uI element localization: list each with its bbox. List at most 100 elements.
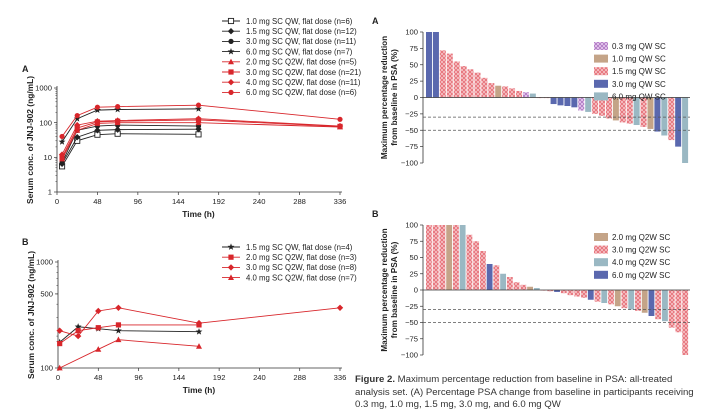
data-point [94, 106, 101, 114]
waterfall-bar [557, 97, 564, 106]
data-point [75, 328, 81, 334]
y-axis-label: Serum conc. of JNJ-902 (ng/mL) [26, 251, 36, 379]
waterfall-bar [432, 32, 439, 98]
data-point [73, 115, 81, 122]
legend-label: 3.0 mg SC Q2W, flat dose (n=21) [246, 68, 361, 77]
legend-marker [228, 254, 234, 260]
series-4 [56, 336, 202, 371]
legend-label: 3.0 mg QW SC [612, 80, 666, 89]
legend-label: 2.0 mg Q2W SC [612, 233, 670, 242]
legend-marker [227, 48, 235, 55]
legend-label: 1.5 mg SC QW, flat dose (n=4) [246, 243, 353, 252]
legend-label: 2.0 mg SC Q2W, flat dose (n=5) [246, 58, 357, 67]
series-7 [58, 115, 344, 158]
waterfall-bar [668, 290, 675, 328]
data-point [74, 134, 81, 141]
series-line [61, 133, 199, 167]
waterfall-bar [432, 225, 439, 290]
y-tick-label: 100 [405, 28, 418, 37]
waterfall-bar [614, 290, 621, 307]
y-axis-label-line: from baseline in PSA (%) [390, 49, 399, 146]
x-tick-label: 288 [293, 373, 306, 382]
waterfall-bar [564, 97, 571, 107]
legend-label: 1.0 mg SC QW, flat dose (n=6) [246, 17, 353, 26]
waterfall-bar [587, 290, 594, 300]
waterfall-bar [533, 288, 540, 290]
y-tick-label: 0 [414, 286, 418, 295]
legend-marker [227, 79, 235, 86]
waterfall-bar [426, 32, 433, 98]
y-axis-label: Maximum percentage reduction from baselin… [380, 36, 399, 159]
waterfall-bar [633, 97, 640, 126]
waterfall-bar [554, 290, 560, 292]
y-tick-label: 1000 [36, 258, 53, 267]
data-point [59, 160, 65, 166]
x-tick-label: 144 [172, 197, 185, 206]
waterfall-bar [520, 284, 527, 290]
waterfall-bar [661, 97, 668, 136]
y-tick-label: 100 [40, 364, 53, 373]
data-point [57, 340, 63, 347]
waterfall-bar [481, 77, 488, 98]
series-line [61, 119, 341, 158]
legend: 0.3 mg QW SC 1.0 mg QW SC 1.5 mg QW SC 3.0 … [594, 42, 666, 101]
series-8 [59, 102, 343, 140]
y-tick-label: −50 [405, 318, 418, 327]
data-point [58, 151, 66, 158]
waterfall-bar [446, 225, 453, 290]
x-tick-label: 96 [134, 197, 142, 206]
legend: 1.5 mg SC QW, flat dose (n=4)2.0 mg SC Q… [222, 243, 357, 282]
x-tick-label: 0 [56, 373, 60, 382]
waterfall-bar [479, 251, 486, 290]
legend-label: 3.0 mg SC Q2W, flat dose (n=8) [246, 263, 357, 272]
waterfall-bar [675, 97, 682, 147]
x-tick-label: 48 [93, 197, 101, 206]
legend-marker [228, 38, 234, 45]
waterfall-bar [460, 66, 467, 98]
waterfall-bar [495, 85, 502, 98]
legend-swatch [594, 42, 608, 50]
waterfall-bar [585, 97, 592, 112]
waterfall-bar [578, 97, 585, 111]
legend-marker [228, 58, 234, 65]
x-axis-label: Time (h) [183, 385, 216, 395]
legend-swatch [594, 233, 608, 241]
series-line [61, 104, 341, 137]
legend-swatch [594, 258, 608, 267]
waterfall-bar [486, 264, 493, 290]
waterfall-bar [522, 92, 529, 98]
data-point [196, 343, 202, 349]
legend-marker [227, 243, 235, 250]
waterfall-bar [641, 290, 648, 313]
legend-swatch [594, 245, 608, 254]
waterfall-bar [466, 234, 473, 290]
legend-swatch [594, 270, 608, 279]
y-tick-label: 0 [414, 93, 418, 102]
data-point [74, 112, 80, 119]
series-line [59, 307, 341, 337]
data-point [94, 118, 101, 125]
waterfall-bar [605, 97, 612, 119]
legend-label: 2.0 mg SC Q2W, flat dose (n=3) [246, 253, 357, 262]
data-point [195, 125, 202, 133]
y-tick-label: −75 [405, 334, 418, 343]
waterfall-bar [506, 277, 513, 290]
data-point [94, 127, 101, 134]
y-tick-label: 50 [410, 253, 418, 262]
waterfall-bar [655, 290, 662, 320]
legend-label: 4.0 mg Q2W SC [612, 258, 670, 267]
legend: 1.0 mg SC QW, flat dose (n=6)1.5 mg SC Q… [222, 17, 361, 97]
data-point [336, 122, 344, 130]
waterfall-bar [439, 225, 446, 290]
waterfall-bar [619, 97, 626, 123]
legend-label: 3.0 mg SC QW, flat dose (n=11) [246, 37, 357, 46]
data-point [195, 115, 202, 122]
waterfall-bar [571, 97, 578, 108]
waterfall-bar [621, 290, 628, 309]
legend-marker [228, 89, 234, 95]
waterfall-bar [581, 290, 587, 298]
waterfall-bar [500, 273, 507, 290]
figure-caption: Figure 2. Maximum percentage reduction f… [355, 374, 700, 412]
